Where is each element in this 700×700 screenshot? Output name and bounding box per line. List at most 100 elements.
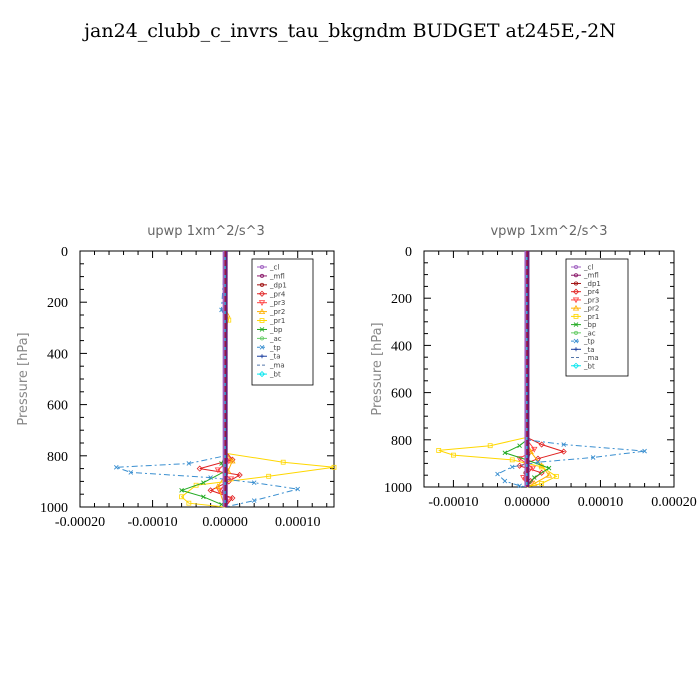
y-tick-label: 400: [391, 339, 412, 354]
plot-frame: [423, 250, 675, 488]
series-marker: [259, 344, 265, 350]
legend-entry: _ac: [583, 329, 596, 337]
series-marker: [128, 470, 134, 475]
series-marker: [451, 452, 456, 458]
y-tick-label: 0: [61, 245, 68, 260]
legend-entry: _ta: [269, 353, 281, 361]
series-marker: [259, 273, 264, 278]
series-marker: [259, 327, 265, 332]
legend-entry: _mfl: [269, 272, 285, 280]
legend-entry: _ma: [269, 362, 285, 370]
chart-panel-1: upwp 1xm^2/s^3 Pressure [hPa] 0 200 400 600 80…: [16, 224, 337, 530]
series-marker: [259, 318, 265, 323]
panel-title: upwp 1xm^2/s^3: [147, 224, 265, 239]
series-marker: [509, 464, 515, 470]
y-tick-label: 1000: [384, 481, 412, 496]
series-line: [180, 251, 335, 508]
legend-entry: _tp: [269, 344, 281, 352]
series-marker: [258, 308, 266, 315]
series-marker: [260, 354, 264, 359]
series-marker: [495, 471, 500, 477]
series-marker: [229, 457, 236, 464]
series-marker: [529, 465, 537, 472]
y-tick-label: 800: [391, 434, 412, 449]
series-marker: [572, 304, 580, 311]
series-line: [496, 251, 645, 488]
x-tick-label: -0.00020: [55, 515, 105, 530]
legend-entry: _bt: [269, 371, 281, 379]
series-marker: [572, 288, 580, 295]
series-marker: [560, 448, 567, 455]
series-marker: [208, 475, 213, 480]
y-tick-label: 0: [405, 245, 412, 260]
legend-entry: _pr2: [269, 308, 285, 316]
x-tick-label: 0.00000: [504, 495, 550, 510]
series-marker: [574, 281, 579, 286]
series-marker: [295, 486, 301, 492]
series-marker: [258, 300, 266, 307]
series-marker: [572, 362, 580, 369]
series-marker: [531, 446, 538, 453]
series-line: [526, 251, 550, 488]
y-axis-label: Pressure [hPa]: [16, 332, 31, 425]
series-marker: [553, 473, 559, 479]
series-marker: [546, 465, 552, 471]
series-marker: [258, 290, 266, 297]
legend-entry: _mfl: [583, 272, 599, 280]
series-marker: [193, 482, 199, 488]
series-marker: [259, 336, 264, 341]
series-marker: [516, 462, 523, 469]
series-marker: [186, 461, 192, 466]
series-marker: [201, 494, 206, 500]
series-marker: [573, 322, 579, 327]
series-pr2: [526, 251, 553, 488]
y-tick-label: 400: [47, 347, 68, 362]
y-tick-label: 600: [391, 387, 412, 402]
x-tick-label: -0.00010: [127, 515, 177, 530]
series-marker: [642, 448, 647, 454]
page-title: jan24_clubb_c_invrs_tau_bkgndm BUDGET at…: [84, 20, 616, 42]
series-line: [438, 251, 558, 488]
series-marker: [259, 264, 264, 269]
series-marker: [574, 347, 578, 352]
series-marker: [573, 313, 579, 319]
legend-box: [565, 258, 629, 377]
series-marker: [574, 330, 579, 335]
series-marker: [251, 480, 257, 485]
series-marker: [573, 338, 579, 344]
y-tick-label: 1000: [40, 501, 68, 516]
legend-entry: _bp: [583, 321, 597, 329]
series-marker: [545, 471, 553, 478]
series-marker: [207, 487, 214, 494]
y-axis-label: Pressure [hPa]: [370, 322, 385, 415]
legend-entry: _cl: [583, 264, 593, 272]
legend-entry: _cl: [269, 264, 279, 272]
legend-entry: _pr2: [583, 305, 599, 313]
series-marker: [517, 483, 522, 489]
x-tick-label: 0.00020: [651, 495, 697, 510]
series-marker: [236, 471, 243, 479]
series-marker: [280, 459, 286, 465]
legend: _cl_mfl_dp1_pr4_pr3_pr2_pr1_bp_ac_tp_ta_…: [251, 258, 314, 386]
legend-entry: _dp1: [269, 281, 287, 289]
series-marker: [517, 443, 522, 449]
y-tick-label: 200: [391, 292, 412, 307]
series-marker: [574, 264, 579, 269]
series-marker: [535, 459, 541, 465]
series-marker: [251, 498, 257, 503]
series-marker: [502, 450, 508, 456]
series-marker: [436, 448, 442, 453]
legend-entry: _pr1: [269, 317, 285, 325]
series-marker: [539, 481, 545, 486]
legend-entry: _bp: [269, 326, 283, 334]
series-marker: [331, 464, 337, 470]
series-marker: [487, 443, 493, 449]
legend-entry: _tp: [583, 338, 595, 346]
x-tick-label: 0.00010: [578, 495, 624, 510]
series-marker: [214, 483, 222, 489]
series-marker: [572, 297, 580, 304]
series-marker: [259, 282, 264, 287]
legend-entry: _pr1: [583, 313, 599, 321]
legend-entry: _ta: [583, 346, 595, 354]
